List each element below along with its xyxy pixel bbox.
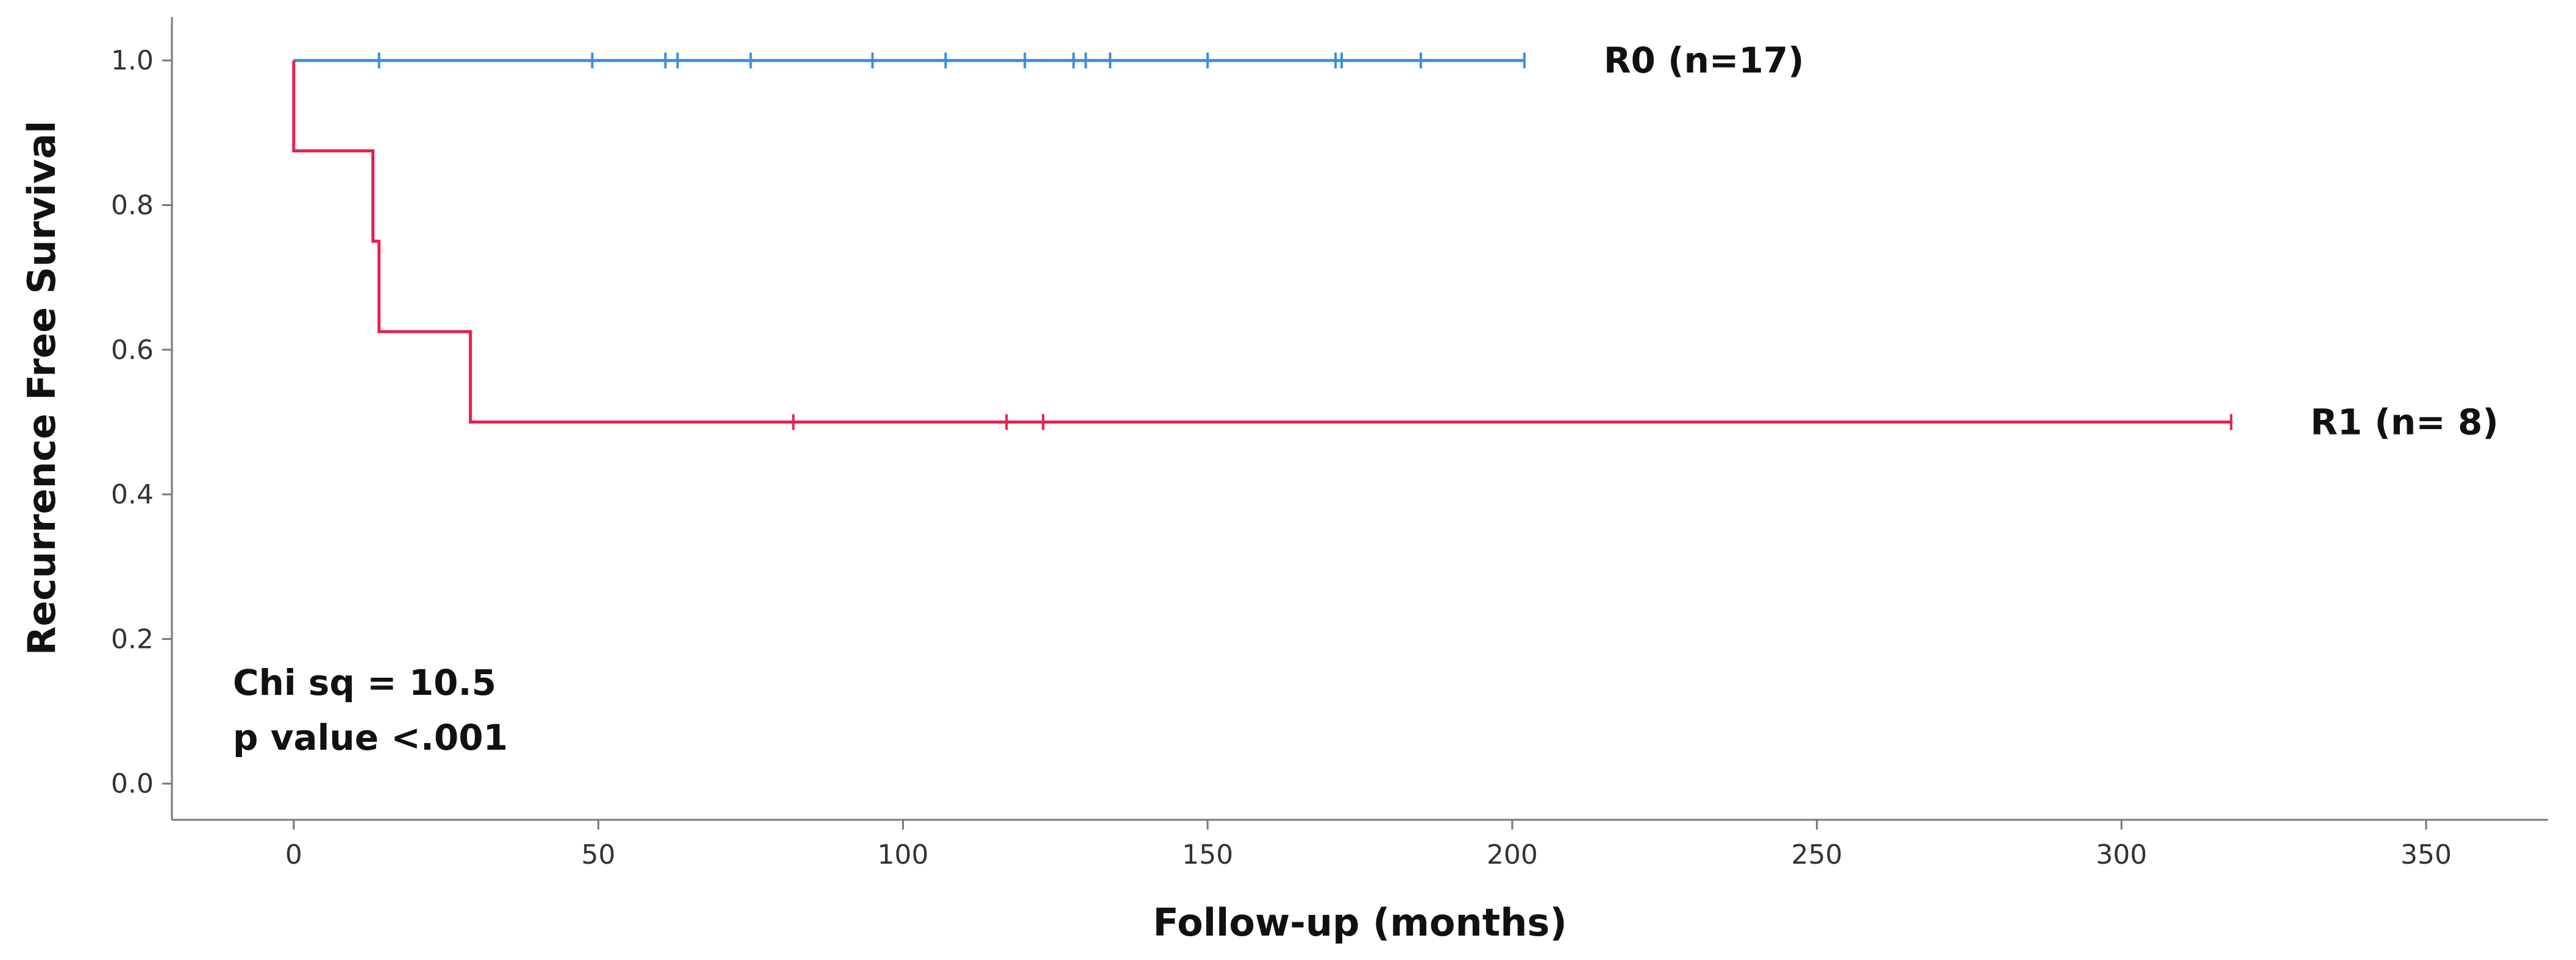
labels-layer: Follow-up (months) Recurrence Free Surviv…: [20, 40, 2499, 945]
y-axis-title: Recurrence Free Survival: [20, 121, 64, 656]
axes-layer: 0 50 100 150 200 250 300 350 0.0 0.2 0.4 0.6 0.8 1.0: [111, 17, 2548, 870]
x-tick-label: 150: [1182, 839, 1233, 870]
series-layer: [292, 52, 2233, 430]
x-tick-label: 50: [582, 839, 616, 870]
series-label-1: R1 (n= 8): [2310, 401, 2499, 443]
x-tick-label: 200: [1487, 839, 1538, 870]
y-tick-label: 0.4: [111, 479, 154, 510]
series-label-0: R0 (n=17): [1604, 40, 1804, 81]
x-axis-title: Follow-up (months): [1153, 900, 1567, 945]
y-tick-label: 1.0: [111, 45, 154, 76]
x-tick-label: 350: [2400, 839, 2452, 870]
x-tick-label: 100: [877, 839, 928, 870]
y-tick-label: 0.8: [111, 190, 154, 221]
stat-annotation: Chi sq = 10.5: [233, 662, 496, 703]
x-tick-label: 250: [1791, 839, 1843, 870]
y-tick-label: 0.0: [111, 769, 154, 800]
series-line-1: [292, 60, 2232, 424]
x-tick-label: 0: [285, 839, 302, 870]
x-tick-label: 300: [2096, 839, 2147, 870]
y-tick-label: 0.2: [111, 624, 154, 655]
y-tick-label: 0.6: [111, 335, 154, 366]
stat-annotation: p value <.001: [233, 717, 508, 758]
